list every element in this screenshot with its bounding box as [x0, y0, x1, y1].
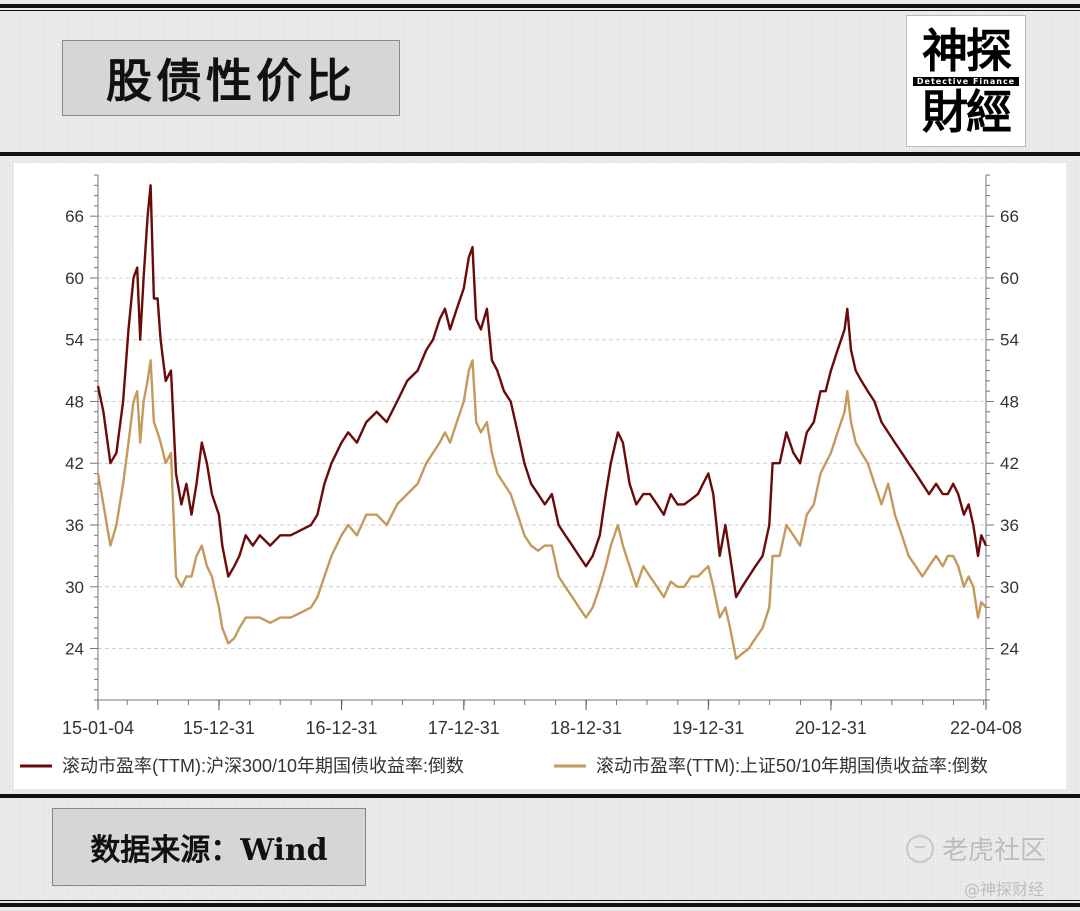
y-tick-label-left: 30: [65, 578, 84, 597]
watermark-handle: @神探财经: [964, 880, 1045, 899]
legend-label-2: 滚动市盈率(TTM):上证50/10年期国债收益率:倒数: [596, 756, 988, 776]
x-tick-label: 15-01-04: [62, 718, 134, 738]
y-tick-label-left: 54: [65, 331, 84, 350]
top-rule: [0, 4, 1080, 8]
logo-tagline: Detective Finance: [912, 76, 1020, 86]
chart-panel: 24 24 30 30 36 36 42 42 48 48 54 54 60 60 66 66 15-01-04…: [14, 163, 1066, 789]
x-tick-label: 16-12-31: [305, 718, 377, 738]
footer-divider: [0, 794, 1080, 798]
x-tick-label: 15-12-31: [183, 718, 255, 738]
bottom-rule: [0, 900, 1080, 901]
x-tick-label: 19-12-31: [672, 718, 744, 738]
x-tick-label: 20-12-31: [795, 718, 867, 738]
watermark-main-text: 老虎社区: [942, 836, 1047, 866]
header-divider: [0, 152, 1080, 156]
y-tick-label-right: 48: [1000, 392, 1019, 411]
y-tick-label-left: 42: [65, 454, 84, 473]
y-tick-label-left: 24: [65, 640, 84, 659]
y-tick-label-right: 66: [1000, 207, 1019, 226]
x-tick-label: 18-12-31: [550, 718, 622, 738]
y-tick-label-right: 36: [1000, 516, 1019, 535]
y-tick-label-right: 24: [1000, 640, 1019, 659]
y-tick-label-right: 60: [1000, 269, 1019, 288]
legend-label-1: 滚动市盈率(TTM):沪深300/10年期国债收益率:倒数: [62, 756, 464, 776]
tiger-community-icon: [906, 834, 934, 863]
series-line-1: [96, 184, 988, 599]
data-source: 数据来源：Wind: [52, 808, 366, 886]
y-tick-label-left: 60: [65, 269, 84, 288]
y-tick-label-right: 54: [1000, 331, 1019, 350]
x-tick-label: 22-04-08: [950, 718, 1022, 738]
bottom-rule-thick: [0, 903, 1080, 907]
top-rule-thin: [0, 10, 1080, 11]
brand-logo: 神探 Detective Finance 財經: [906, 15, 1026, 147]
line-chart: 24 24 30 30 36 36 42 42 48 48 54 54 60 60 66 66 15-01-04…: [20, 174, 1022, 776]
logo-line2: 財經: [922, 84, 1012, 139]
y-tick-label-right: 42: [1000, 454, 1019, 473]
x-tick-label: 17-12-31: [428, 718, 500, 738]
y-tick-label-right: 30: [1000, 578, 1019, 597]
series-line-2: [96, 359, 987, 660]
y-tick-label-left: 66: [65, 207, 84, 226]
y-tick-label-left: 36: [65, 516, 84, 535]
y-tick-label-left: 48: [65, 392, 84, 411]
logo-line1: 神探: [922, 23, 1012, 78]
page-title: 股债性价比: [62, 40, 400, 116]
watermark-main: 老虎社区: [906, 830, 1046, 867]
